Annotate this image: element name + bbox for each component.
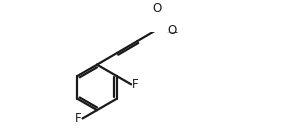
Text: O: O bbox=[168, 24, 177, 37]
Text: O: O bbox=[153, 2, 162, 15]
Text: F: F bbox=[75, 112, 82, 125]
Text: F: F bbox=[132, 78, 139, 91]
